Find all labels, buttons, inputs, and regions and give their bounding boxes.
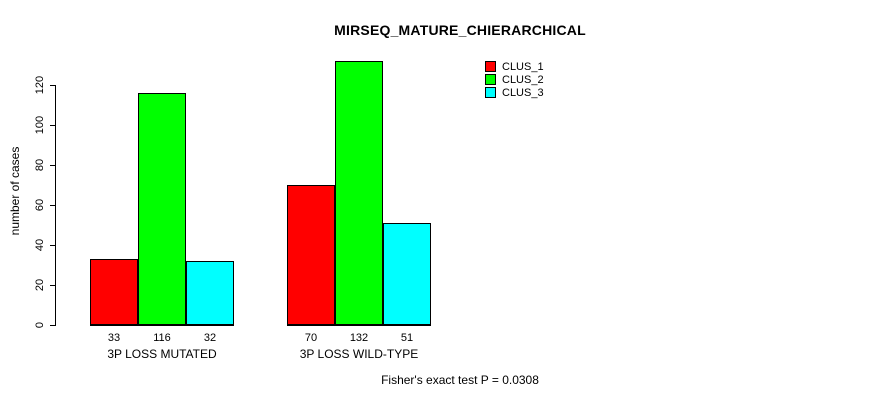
y-tick-label: 80 <box>34 158 46 172</box>
bar-clus_1 <box>90 259 138 325</box>
x-axis-baseline <box>287 325 431 326</box>
y-tick-mark <box>50 165 55 166</box>
y-tick-mark <box>50 125 55 126</box>
legend-swatch <box>485 61 496 72</box>
bar-clus_3 <box>383 223 431 325</box>
y-tick-label: 40 <box>34 238 46 252</box>
legend-label: CLUS_2 <box>502 73 544 86</box>
legend: CLUS_1 CLUS_2 CLUS_3 <box>485 60 544 99</box>
y-tick-label: 0 <box>34 321 46 329</box>
legend-item: CLUS_3 <box>485 86 544 99</box>
y-tick-label: 100 <box>34 115 46 135</box>
legend-swatch <box>485 74 496 85</box>
bar-value-label: 33 <box>107 332 121 344</box>
group-label: 3P LOSS WILD-TYPE <box>299 347 419 361</box>
bar-value-label: 70 <box>304 332 318 344</box>
y-tick-mark <box>50 85 55 86</box>
y-axis-label: number of cases <box>8 146 22 236</box>
bar-clus_3 <box>186 261 234 325</box>
bar-value-label: 132 <box>349 332 369 344</box>
y-tick-label: 120 <box>34 75 46 95</box>
bar-clus_2 <box>335 61 383 325</box>
y-tick-mark <box>50 325 55 326</box>
x-axis-baseline <box>90 325 234 326</box>
legend-item: CLUS_1 <box>485 60 544 73</box>
bar-value-label: 116 <box>153 332 171 344</box>
chart-title: MIRSEQ_MATURE_CHIERARCHICAL <box>334 22 586 38</box>
bar-clus_1 <box>287 185 335 325</box>
y-tick-mark <box>50 285 55 286</box>
group-label: 3P LOSS MUTATED <box>107 347 217 361</box>
legend-swatch <box>485 87 496 98</box>
legend-label: CLUS_1 <box>502 60 544 73</box>
legend-item: CLUS_2 <box>485 73 544 86</box>
bar-clus_2 <box>138 93 186 325</box>
bar-value-label: 32 <box>203 332 217 344</box>
bar-value-label: 51 <box>400 332 414 344</box>
y-tick-mark <box>50 245 55 246</box>
annotation-text: Fisher's exact test P = 0.0308 <box>381 373 539 387</box>
y-tick-label: 20 <box>34 278 46 292</box>
y-tick-label: 60 <box>34 198 46 212</box>
legend-label: CLUS_3 <box>502 86 544 99</box>
y-tick-mark <box>50 205 55 206</box>
y-axis-line <box>55 85 56 326</box>
